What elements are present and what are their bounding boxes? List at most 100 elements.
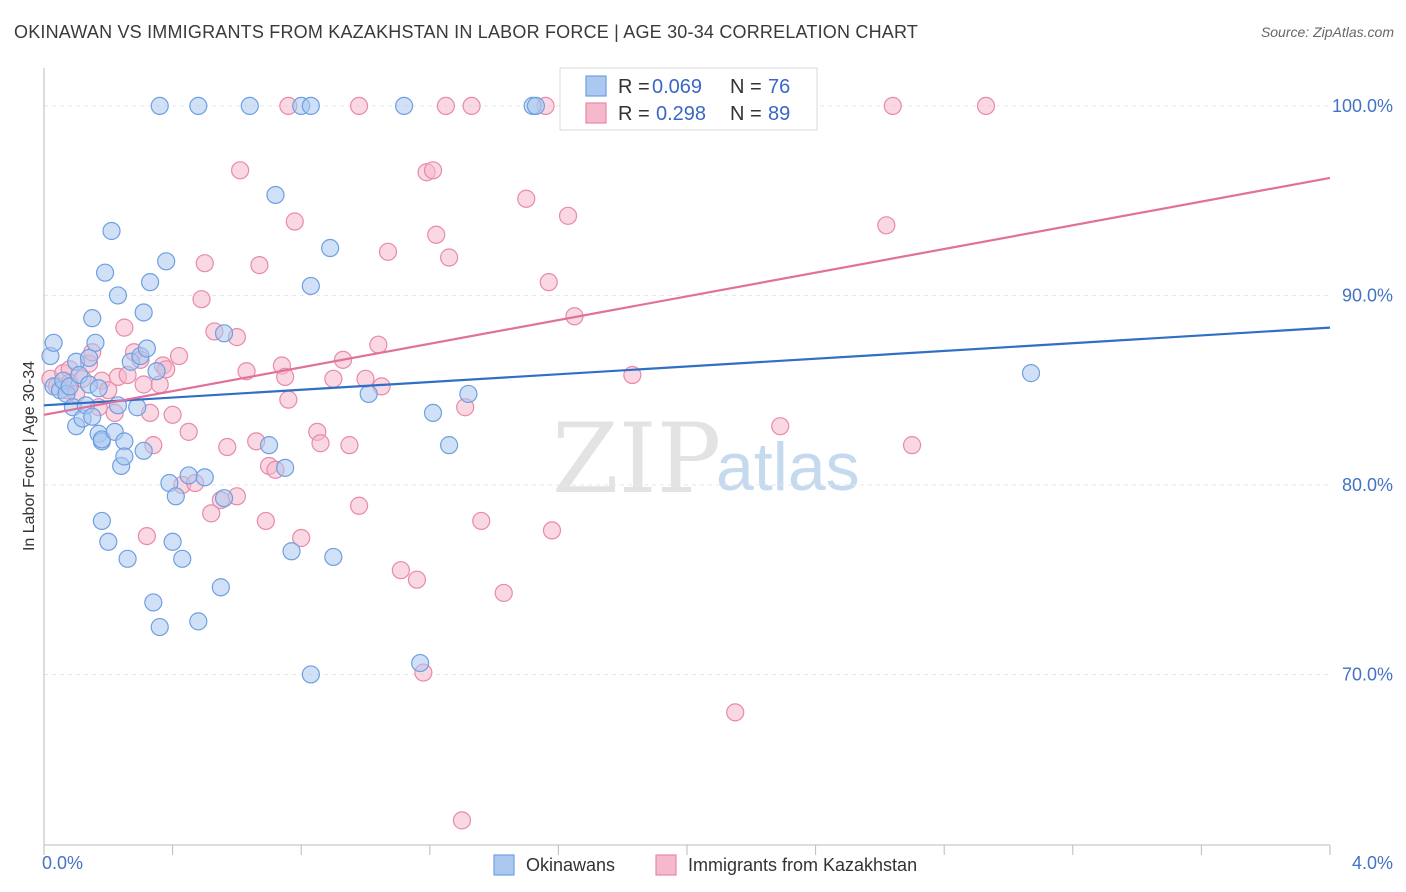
- x-tick-label-max: 4.0%: [1352, 853, 1393, 873]
- okinawan-point: [195, 468, 214, 487]
- kazakhstan-point: [137, 526, 156, 546]
- bottom-legend-swatch-okinawans: [493, 854, 515, 876]
- y-tick-labels: 70.0% 80.0% 90.0% 100.0%: [1332, 96, 1393, 685]
- okinawan-point: [92, 511, 111, 531]
- okinawan-point: [301, 96, 320, 116]
- kazakhstan-point: [285, 212, 304, 231]
- okinawan-point: [321, 238, 340, 258]
- kazakhstan-point: [179, 422, 198, 441]
- watermark-zip: ZIP: [552, 403, 721, 515]
- kazakhstan-point: [427, 225, 446, 244]
- kazakhstan-point: [472, 511, 491, 531]
- okinawan-point: [115, 447, 134, 466]
- okinawan-point: [423, 403, 443, 423]
- kazakhstan-point: [349, 496, 369, 515]
- kazakhstan-point: [542, 521, 562, 540]
- okinawan-point: [147, 362, 166, 381]
- legend-n-label-2: N =: [730, 103, 762, 125]
- bottom-legend-label-okinawans: Okinawans: [526, 855, 615, 875]
- legend-swatch-kazakhstan: [585, 102, 607, 124]
- okinawan-point: [214, 324, 234, 343]
- okinawan-point: [118, 549, 137, 568]
- y-tick-label: 80.0%: [1342, 475, 1393, 495]
- bottom-legend-label-kazakhstan: Immigrants from Kazakhstan: [688, 855, 917, 875]
- okinawan-point: [189, 612, 208, 631]
- okinawan-point: [459, 384, 478, 404]
- legend-n-label-1: N =: [730, 76, 762, 98]
- okinawan-point: [83, 309, 102, 328]
- okinawan-point: [1021, 364, 1041, 383]
- okinawan-point: [359, 384, 378, 404]
- kazakhstan-point: [452, 811, 472, 830]
- kazakhstan-point: [539, 273, 558, 292]
- okinawan-point: [189, 96, 208, 116]
- x-ticks: [43, 845, 1331, 855]
- legend-n-value-1: 76: [768, 76, 790, 98]
- kazakhstan-point: [292, 528, 311, 548]
- okinawan-point: [240, 96, 259, 116]
- x-tick-label-min: 0.0%: [42, 853, 83, 873]
- y-tick-label: 70.0%: [1342, 664, 1393, 684]
- legend-r-label-2: R =: [618, 103, 650, 125]
- kazakhstan-point: [134, 375, 153, 394]
- okinawan-point: [259, 436, 279, 455]
- kazakhstan-point: [726, 703, 745, 722]
- kazakhstan-point: [231, 161, 250, 180]
- kazakhstan-point: [279, 390, 298, 409]
- okinawan-point: [128, 398, 147, 417]
- legend-r-value-2: 0.298: [656, 103, 706, 125]
- watermark-atlas: atlas: [716, 429, 860, 505]
- legend-r-label-1: R =: [618, 76, 650, 98]
- trend-lines: [43, 176, 1331, 416]
- okinawan-point: [137, 339, 156, 358]
- series-okinawans-points: [41, 96, 1041, 684]
- chart-title: OKINAWAN VS IMMIGRANTS FROM KAZAKHSTAN I…: [14, 22, 919, 42]
- okinawan-point: [150, 617, 169, 637]
- okinawan-point: [166, 487, 185, 506]
- okinawan-point: [179, 466, 198, 485]
- y-axis-title: In Labor Force | Age 30-34: [21, 361, 38, 551]
- kazakhstan-point: [436, 96, 455, 116]
- okinawan-point: [79, 348, 99, 368]
- okinawan-point: [108, 286, 128, 305]
- okinawan-point: [44, 333, 63, 352]
- okinawan-point: [140, 273, 160, 292]
- kazakhstan-point: [423, 161, 443, 180]
- kazakhstan-point: [558, 206, 578, 225]
- okinawan-point: [95, 263, 115, 282]
- kazakhstan-point: [378, 242, 398, 261]
- okinawan-point: [411, 653, 430, 673]
- okinawan-point: [134, 303, 153, 322]
- okinawan-point: [439, 436, 459, 455]
- kazakhstan-point: [311, 434, 330, 453]
- source-label: Source: ZipAtlas.com: [1260, 24, 1394, 40]
- kazakhstan-point: [902, 436, 922, 455]
- kazakhstan-point: [237, 362, 256, 381]
- trend-line-kazakhstan: [43, 176, 1331, 416]
- kazakhstan-point: [250, 255, 269, 275]
- kazakhstan-point: [407, 570, 427, 589]
- kazakhstan-point: [439, 248, 459, 267]
- kazakhstan-point: [115, 318, 134, 337]
- okinawan-point: [173, 549, 192, 568]
- okinawan-point: [282, 542, 301, 561]
- kazakhstan-point: [462, 96, 481, 116]
- legend-r-value-1: 0.069: [652, 76, 702, 98]
- legend-swatch-okinawans: [585, 75, 607, 97]
- kazakhstan-point: [195, 254, 214, 273]
- kazakhstan-point: [340, 436, 359, 455]
- kazakhstan-point: [976, 96, 996, 116]
- kazakhstan-point: [276, 367, 295, 387]
- stats-legend: R = 0.069 N = 76 R = 0.298 N = 89: [559, 67, 818, 131]
- grid-lines: [44, 105, 1330, 675]
- y-tick-label: 90.0%: [1342, 285, 1393, 305]
- okinawan-point: [394, 96, 414, 116]
- kazakhstan-point: [877, 216, 896, 235]
- series-legend: Okinawans Immigrants from Kazakhstan: [493, 854, 917, 876]
- okinawan-point: [163, 532, 182, 551]
- okinawan-point: [115, 432, 134, 451]
- okinawan-point: [99, 532, 118, 551]
- okinawan-point: [89, 379, 108, 398]
- kazakhstan-point: [218, 437, 237, 457]
